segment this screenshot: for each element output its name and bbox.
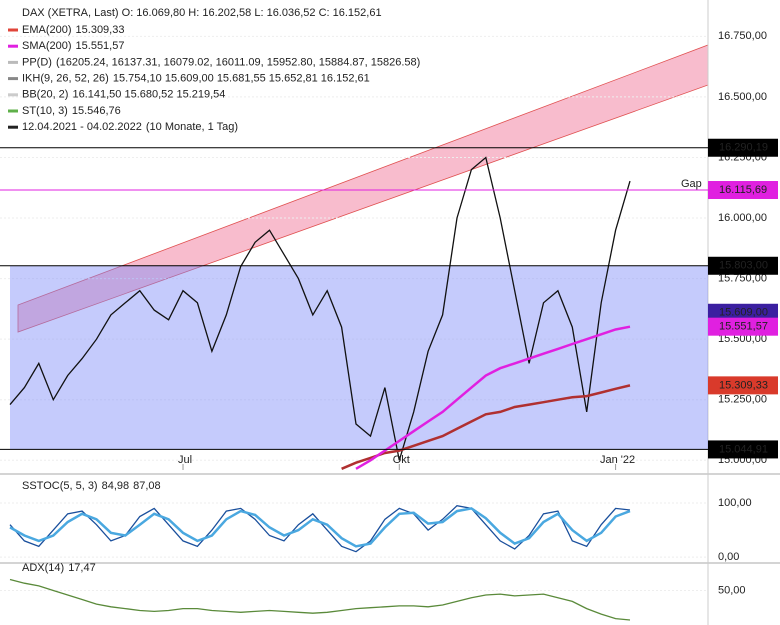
y-tick-label: 100,00 — [718, 497, 752, 509]
price-tag — [708, 181, 778, 200]
legend-name: SMA(200) — [22, 40, 72, 52]
y-tick-label: 15.750,00 — [718, 273, 767, 285]
price-tag — [708, 317, 778, 336]
legend-value: (16205.24, 16137.31, 16079.02, 16011.09,… — [56, 56, 420, 68]
price-tag-label: 15.609,00 — [719, 307, 768, 319]
y-tick-label: 15.250,00 — [718, 394, 767, 406]
price-tag-label: 15.044,91 — [719, 443, 768, 455]
legend-name: IKH(9, 26, 52, 26) — [22, 73, 109, 85]
legend-value: 15.309,33 — [76, 24, 125, 36]
price-tag-label: 15.803,00 — [719, 260, 768, 272]
x-tick-label: Jan '22 — [600, 454, 635, 466]
series-line — [9, 507, 631, 548]
price-tag — [708, 376, 778, 395]
series-line — [341, 384, 631, 470]
price-tag-label: 15.309,33 — [719, 379, 768, 391]
price-tag-label: 16.115,69 — [719, 184, 767, 196]
legend-value: 15.551,57 — [76, 40, 125, 52]
series-line — [9, 578, 631, 621]
price-tag-label: 15.551,57 — [719, 321, 768, 333]
title: DAX (XETRA, Last) O: 16.069,80 H: 16.202… — [22, 7, 382, 19]
annotation: Gap — [681, 178, 702, 190]
y-tick-label: 50,00 — [718, 584, 746, 596]
y-tick-label: 16.000,00 — [718, 212, 767, 224]
x-tick-label: Jul — [178, 454, 192, 466]
panel-title: ADX(14) — [22, 562, 64, 574]
legend-name: 12.04.2021 - 04.02.2022 — [22, 121, 142, 133]
legend-name: PP(D) — [22, 56, 52, 68]
legend-name: BB(20, 2) — [22, 89, 68, 101]
series-line — [355, 325, 631, 470]
legend-name: EMA(200) — [22, 24, 72, 36]
y-tick-label: 16.750,00 — [718, 30, 767, 42]
price-tag — [708, 440, 778, 459]
x-tick-label: Okt — [393, 454, 410, 466]
price-tag — [708, 256, 778, 275]
legend-value: 16.141,50 15.680,52 15.219,54 — [72, 89, 225, 101]
price-tag-label: 16.290,19 — [719, 142, 768, 154]
range-box — [10, 265, 708, 450]
price-tag — [708, 138, 778, 157]
legend-name: ST(10, 3) — [22, 105, 68, 117]
legend-value: 15.754,10 15.609,00 15.681,55 15.652,81 … — [113, 73, 370, 85]
series-line — [9, 156, 631, 461]
y-tick-label: 15.500,00 — [718, 333, 767, 345]
panel-value: 17,47 — [68, 562, 96, 574]
panel-title: SSTOC(5, 5, 3) — [22, 480, 98, 492]
legend-value: (10 Monate, 1 Tag) — [146, 121, 238, 133]
y-tick-label: 0,00 — [718, 551, 739, 563]
panel-value: 87,08 — [133, 480, 161, 492]
price-tag — [708, 303, 778, 322]
legend-value: 15.546,76 — [72, 105, 121, 117]
panel-value: 84,98 — [102, 480, 130, 492]
y-tick-label: 16.500,00 — [718, 91, 767, 103]
